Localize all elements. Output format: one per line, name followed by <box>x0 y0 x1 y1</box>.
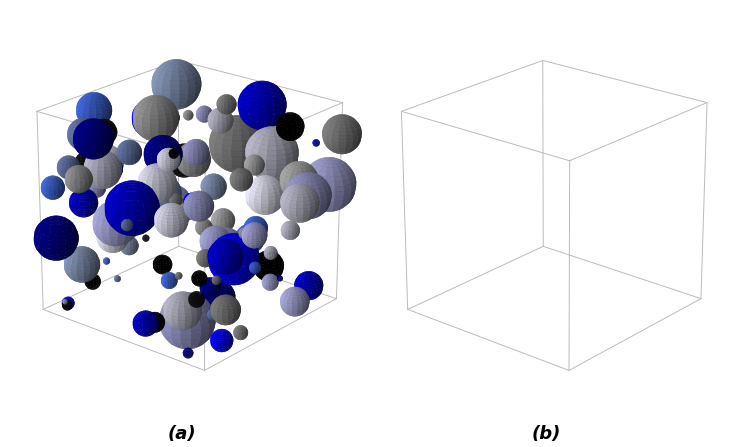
Text: (b): (b) <box>532 425 561 443</box>
Text: (a): (a) <box>168 425 197 443</box>
